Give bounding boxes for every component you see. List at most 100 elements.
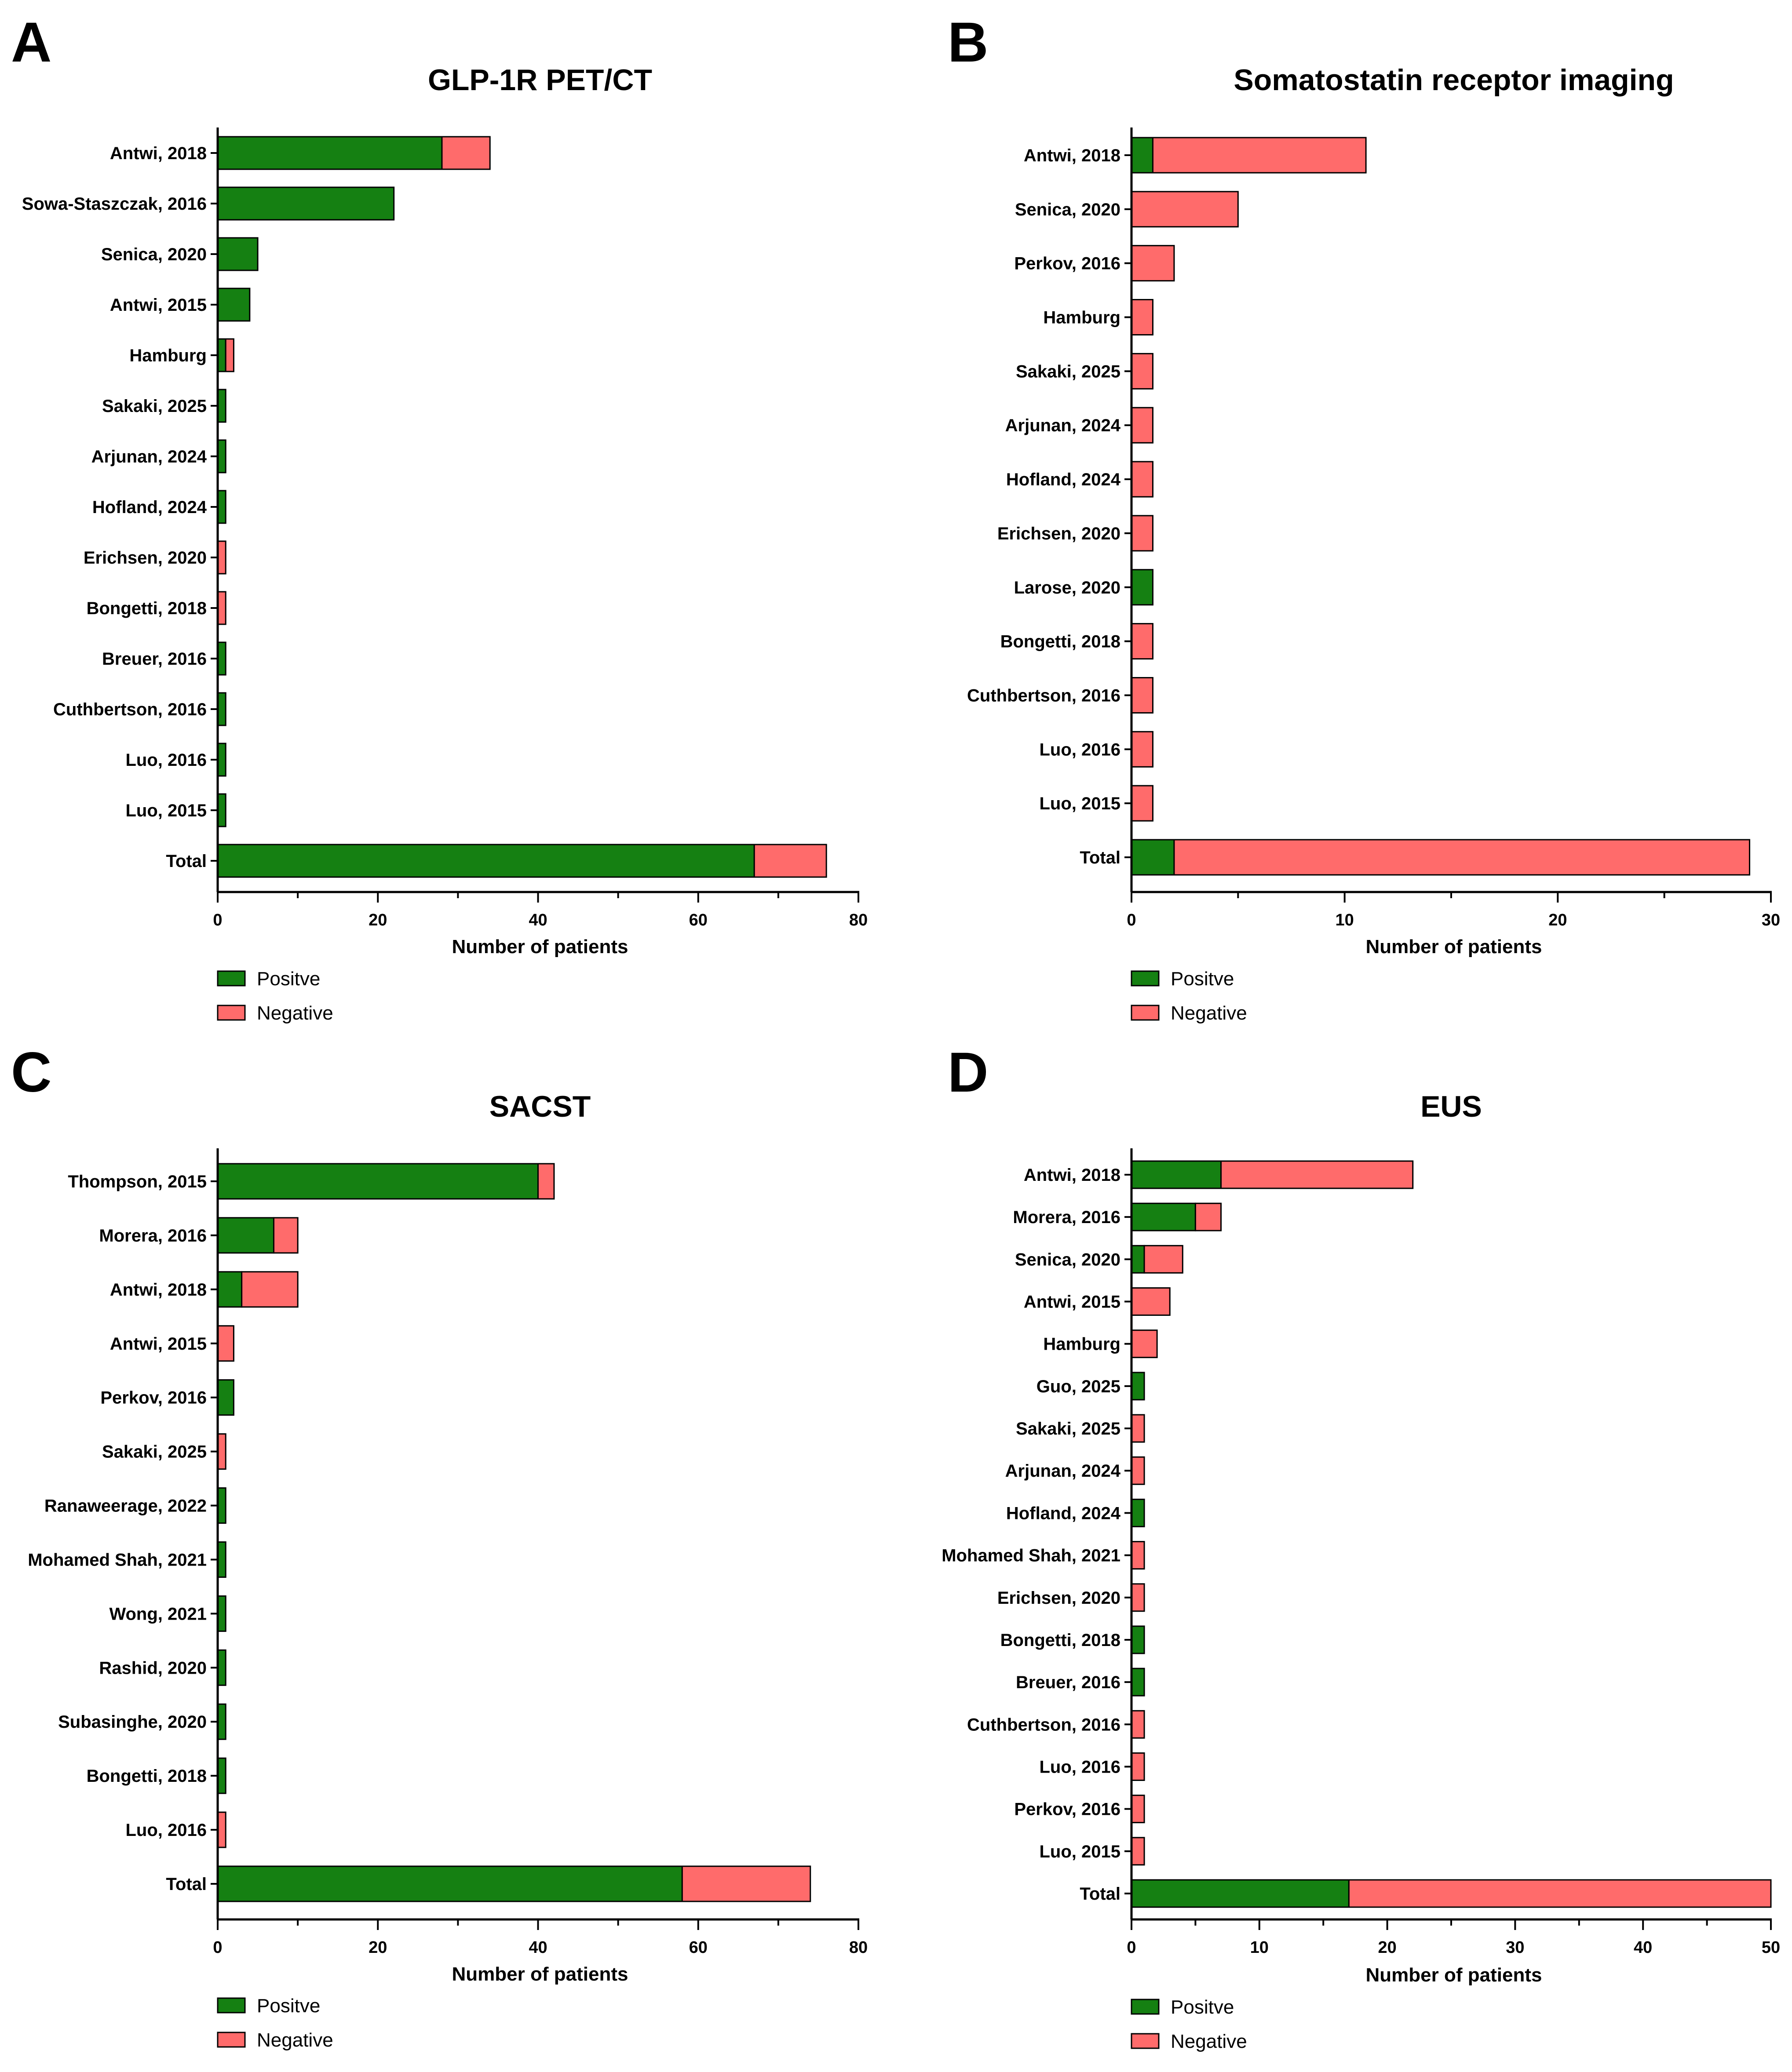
bar-positive-senica-2020 (217, 237, 259, 271)
bar-positive-luo-2016 (217, 743, 226, 777)
category-label-rashid-2020: Rashid, 2020 (99, 1658, 207, 1678)
bar-negative-antwi-2018 (441, 136, 491, 170)
category-label-luo-2016: Luo, 2016 (1039, 740, 1120, 759)
bar-negative-cuthbertson-2016 (1131, 1710, 1145, 1739)
x-tick-label-10: 10 (1336, 911, 1354, 929)
bar-positive-breuer-2016 (217, 641, 226, 676)
category-label-subasinghe-2020: Subasinghe, 2020 (58, 1712, 207, 1732)
category-label-bongetti-2018: Bongetti, 2018 (1000, 1631, 1120, 1650)
bar-positive-wong-2021 (217, 1595, 226, 1632)
x-tick-label-20: 20 (1378, 1938, 1396, 1957)
bar-negative-bongetti-2018 (1131, 623, 1153, 660)
category-label-cuthbertson-2016: Cuthbertson, 2016 (53, 700, 207, 719)
legend-label-negative-c: Negative (257, 2029, 333, 2051)
axes-c (211, 1148, 859, 1921)
legend-label-positive-c: Positve (257, 1995, 320, 2017)
category-label-cuthbertson-2016: Cuthbertson, 2016 (967, 1715, 1120, 1734)
x-tick-label-40: 40 (1634, 1938, 1652, 1957)
chart-title-d: EUS (1420, 1090, 1482, 1123)
panel-d: D EUS Antwi, 2018 Morera, 2016 Senica, 202… (942, 1041, 1780, 2052)
bar-positive-total (217, 1865, 683, 1902)
legend-swatch-negative-b (1131, 1005, 1160, 1021)
legend-swatch-positive-c (217, 1997, 246, 2014)
bar-positive-morera-2016 (1131, 1202, 1196, 1231)
legend-swatch-positive-b (1131, 970, 1160, 987)
x-axis-title-b: Number of patients (1366, 936, 1542, 958)
x-axis-title-a: Number of patients (452, 936, 628, 958)
bar-negative-morera-2016 (273, 1217, 299, 1254)
category-label-perkov-2016: Perkov, 2016 (100, 1388, 207, 1408)
category-label-senica-2020: Senica, 2020 (101, 245, 207, 264)
bar-positive-hofland-2024 (217, 490, 226, 524)
bar-positive-sakaki-2025 (217, 389, 226, 423)
bar-negative-luo-2016 (1131, 1752, 1145, 1781)
bar-positive-senica-2020 (1131, 1245, 1145, 1274)
bar-negative-antwi-2018 (1152, 137, 1367, 174)
bar-positive-thompson-2015 (217, 1163, 539, 1200)
bar-negative-erichsen-2020 (1131, 515, 1153, 552)
bar-negative-total (681, 1865, 811, 1902)
category-label-total: Total (166, 1875, 207, 1894)
x-tick-label-80: 80 (849, 1938, 868, 1957)
x-axis-title-d: Number of patients (1366, 1964, 1542, 1986)
bar-positive-antwi-2018 (1131, 137, 1153, 174)
category-label-thompson-2015: Thompson, 2015 (68, 1172, 207, 1191)
legend-label-negative-b: Negative (1171, 1002, 1247, 1024)
category-label-arjunan-2024: Arjunan, 2024 (1005, 416, 1121, 435)
category-label-ranaweerage-2022: Ranaweerage, 2022 (44, 1497, 207, 1516)
bar-positive-breuer-2016 (1131, 1668, 1145, 1697)
y-labels-a: Antwi, 2018 Sowa-Staszczak, 2016 Senica, 2… (22, 144, 207, 871)
bar-negative-antwi-2018 (1220, 1160, 1414, 1189)
legend-label-positive-b: Positve (1171, 968, 1234, 990)
axes-a (211, 127, 859, 893)
bar-negative-luo-2015 (1131, 785, 1153, 822)
category-label-sakaki-2025: Sakaki, 2025 (1016, 362, 1120, 381)
bar-negative-antwi-2015 (1131, 1287, 1171, 1316)
bar-negative-luo-2016 (217, 1811, 226, 1848)
legend-b: Positve Negative (1131, 968, 1247, 1024)
bar-positive-subasinghe-2020 (217, 1703, 226, 1740)
category-label-breuer-2016: Breuer, 2016 (102, 649, 207, 669)
bar-negative-bongetti-2018 (217, 591, 226, 625)
bars-c (217, 1163, 811, 1902)
y-labels-d: Antwi, 2018 Morera, 2016 Senica, 2020 Antwi… (942, 1165, 1121, 1904)
category-label-erichsen-2020: Erichsen, 2020 (997, 1588, 1120, 1608)
x-tick-label-0: 0 (213, 1938, 222, 1957)
panel-letter-a: A (11, 11, 51, 74)
bar-positive-morera-2016 (217, 1217, 274, 1254)
legend-swatch-negative-a (217, 1005, 246, 1021)
x-tick-label-0: 0 (1127, 911, 1136, 929)
axes-d (1124, 1148, 1772, 1921)
bar-negative-total (1173, 839, 1751, 876)
category-label-hamburg: Hamburg (129, 346, 207, 365)
bar-positive-antwi-2015 (217, 288, 251, 322)
bars-a (217, 136, 827, 878)
bar-negative-luo-2015 (1131, 1837, 1145, 1866)
chart-title-c: SACST (489, 1090, 591, 1123)
x-tick-label-80: 80 (849, 911, 868, 929)
bar-positive-luo-2015 (217, 793, 226, 827)
bar-negative-senica-2020 (1131, 191, 1239, 228)
x-tick-label-20: 20 (369, 1938, 387, 1957)
bar-positive-larose-2020 (1131, 569, 1153, 606)
category-label-breuer-2016: Breuer, 2016 (1016, 1673, 1120, 1692)
bar-positive-antwi-2018 (1131, 1160, 1222, 1189)
x-tick-label-60: 60 (689, 1938, 708, 1957)
category-label-wong-2021: Wong, 2021 (109, 1604, 207, 1624)
legend-swatch-positive-d (1131, 1999, 1160, 2015)
bar-negative-total (753, 844, 827, 878)
x-ticks-a: 0 20 40 60 80 (213, 892, 868, 929)
bar-positive-perkov-2016 (217, 1379, 234, 1416)
bar-positive-guo-2025 (1131, 1372, 1145, 1401)
category-label-erichsen-2020: Erichsen, 2020 (997, 524, 1120, 543)
category-label-total: Total (1080, 848, 1120, 867)
bar-positive-mohamed-shah-2021 (217, 1541, 226, 1578)
category-label-sowa-staszczak-2016: Sowa-Staszczak, 2016 (22, 194, 207, 214)
bar-negative-arjunan-2024 (1131, 1456, 1145, 1485)
x-tick-label-20: 20 (1548, 911, 1567, 929)
x-tick-label-0: 0 (213, 911, 222, 929)
legend-label-negative-a: Negative (257, 1002, 333, 1024)
bar-positive-hamburg (217, 338, 226, 372)
category-label-morera-2016: Morera, 2016 (1013, 1208, 1120, 1227)
